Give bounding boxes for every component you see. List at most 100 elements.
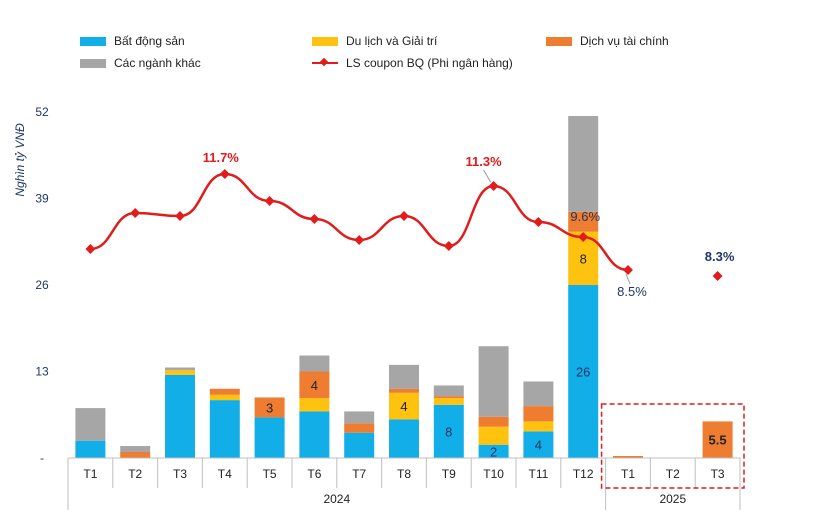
bar-bat_dong_san bbox=[165, 374, 195, 458]
line-annotation: 9.6% bbox=[570, 209, 600, 224]
coupon-point bbox=[264, 196, 275, 206]
bar-bat_dong_san bbox=[344, 432, 375, 458]
x-tick-label: T1 bbox=[621, 467, 635, 481]
x-tick-label: T11 bbox=[529, 467, 549, 481]
y-axis-title: Nghìn tỷ VNĐ bbox=[13, 123, 27, 197]
bar-dich_vu_tai_chinh bbox=[523, 406, 554, 422]
coupon-point bbox=[623, 265, 633, 275]
data-label-dich_vu_tai_chinh: 4 bbox=[311, 378, 318, 393]
bar-cac_nganh_khac bbox=[120, 446, 151, 453]
legend-swatch-ls-coupon bbox=[312, 57, 338, 69]
bar-cac_nganh_khac bbox=[389, 364, 419, 389]
bar-dich_vu_tai_chinh bbox=[568, 211, 599, 232]
bar-dich_vu_tai_chinh bbox=[344, 423, 375, 433]
coupon-point bbox=[309, 214, 320, 224]
legend-item-bat-dong-san: Bất động sản bbox=[80, 34, 185, 48]
legend-label-du-lich: Du lịch và Giải trí bbox=[346, 34, 438, 48]
data-label-bat_dong_san: 2 bbox=[490, 444, 497, 459]
coupon-point bbox=[85, 244, 96, 254]
x-tick-label: T9 bbox=[442, 467, 456, 481]
line-annotation: 11.7% bbox=[203, 150, 240, 165]
bar-cac_nganh_khac bbox=[165, 367, 195, 371]
bar-cac_nganh_khac bbox=[478, 346, 509, 417]
x-tick-label: T8 bbox=[397, 467, 411, 481]
data-label-bat_dong_san: 8 bbox=[445, 424, 452, 439]
bar-bat_dong_san bbox=[568, 285, 599, 458]
bar-cac_nganh_khac bbox=[568, 115, 599, 212]
x-tick-label: T2 bbox=[666, 467, 680, 481]
bar-du_lich bbox=[165, 370, 195, 375]
bar-du_lich bbox=[478, 426, 509, 445]
bar-cac_nganh_khac bbox=[344, 411, 375, 424]
legend-item-ls-coupon: LS coupon BQ (Phi ngân hàng) bbox=[312, 56, 513, 70]
bar-bat_dong_san bbox=[433, 404, 464, 458]
data-label-du_lich: 8 bbox=[580, 251, 587, 266]
bar-dich_vu_tai_chinh bbox=[702, 421, 733, 458]
bar-dich_vu_tai_chinh bbox=[254, 397, 285, 418]
bar-dich_vu_tai_chinh bbox=[389, 388, 419, 393]
coupon-point bbox=[488, 181, 499, 191]
data-label-bat_dong_san: 4 bbox=[535, 438, 542, 453]
coupon-point bbox=[219, 169, 230, 179]
coupon-point bbox=[175, 211, 185, 221]
legend-swatch-bat-dong-san bbox=[80, 36, 106, 46]
x-tick-label: T3 bbox=[173, 467, 187, 481]
line-annotation: 11.3% bbox=[466, 154, 503, 169]
coupon-point bbox=[533, 217, 544, 227]
bar-bat_dong_san bbox=[523, 431, 554, 458]
bar-bat_dong_san bbox=[254, 417, 285, 458]
annotation-leader bbox=[625, 273, 631, 285]
x-tick-label: T5 bbox=[263, 467, 277, 481]
y-tick-label: - bbox=[40, 451, 44, 465]
x-tick-label: T3 bbox=[711, 467, 725, 481]
legend-item-du-lich: Du lịch và Giải trí bbox=[312, 34, 437, 48]
coupon-point bbox=[578, 232, 589, 242]
legend-item-dich-vu-tai-chinh: Dịch vụ tài chính bbox=[546, 34, 669, 48]
legend-swatch-dich-vu-tai-chinh bbox=[546, 36, 572, 46]
coupon-line bbox=[90, 172, 629, 272]
x-tick-label: T2 bbox=[128, 467, 142, 481]
x-group-label: 2024 bbox=[323, 492, 350, 506]
data-label-du_lich: 4 bbox=[400, 399, 407, 414]
bar-cac_nganh_khac bbox=[433, 385, 464, 397]
legend-label-ls-coupon: LS coupon BQ (Phi ngân hàng) bbox=[346, 56, 513, 70]
coupon-point bbox=[712, 271, 723, 281]
coupon-point bbox=[354, 235, 365, 245]
x-tick-label: T7 bbox=[352, 467, 366, 481]
data-label-bat_dong_san: 26 bbox=[576, 365, 590, 380]
bar-bat_dong_san bbox=[389, 419, 419, 458]
bar-dich_vu_tai_chinh bbox=[120, 452, 151, 458]
legend-label-dich-vu-tai-chinh: Dịch vụ tài chính bbox=[580, 34, 669, 48]
coupon-point bbox=[130, 208, 141, 218]
bar-dich_vu_tai_chinh bbox=[613, 456, 643, 458]
legend-label-cac-nganh-khac: Các ngành khác bbox=[114, 56, 201, 70]
y-tick-label: 13 bbox=[35, 365, 49, 379]
annotation-leader bbox=[483, 169, 492, 183]
line-annotation: 8.3% bbox=[705, 249, 735, 264]
bar-dich_vu_tai_chinh bbox=[299, 371, 330, 399]
legend-item-cac-nganh-khac: Các ngành khác bbox=[80, 56, 201, 70]
x-tick-label: T1 bbox=[83, 467, 97, 481]
bar-du_lich bbox=[433, 398, 464, 405]
data-label-dich_vu_tai_chinh: 5.5 bbox=[709, 433, 727, 448]
bar-dich_vu_tai_chinh bbox=[433, 396, 464, 399]
bar-dich_vu_tai_chinh bbox=[209, 388, 240, 395]
x-tick-label: T6 bbox=[307, 467, 321, 481]
x-tick-label: T12 bbox=[573, 467, 594, 481]
legend-label-bat-dong-san: Bất động sản bbox=[114, 34, 185, 48]
legend-swatch-du-lich bbox=[312, 36, 338, 46]
data-label-dich_vu_tai_chinh: 3 bbox=[266, 400, 273, 415]
bar-dich_vu_tai_chinh bbox=[478, 416, 509, 427]
y-tick-label: 26 bbox=[35, 278, 49, 292]
line-annotation: 8.5% bbox=[617, 284, 647, 299]
bar-cac_nganh_khac bbox=[523, 381, 554, 407]
bar-bat_dong_san bbox=[478, 444, 509, 458]
legend-swatch-cac-nganh-khac bbox=[80, 58, 106, 68]
bar-du_lich bbox=[299, 398, 330, 412]
bar-bat_dong_san bbox=[299, 411, 330, 458]
coupon-point bbox=[399, 211, 409, 221]
bar-cac_nganh_khac bbox=[299, 355, 330, 372]
bar-du_lich bbox=[209, 394, 240, 401]
x-group-label: 2025 bbox=[659, 492, 686, 506]
